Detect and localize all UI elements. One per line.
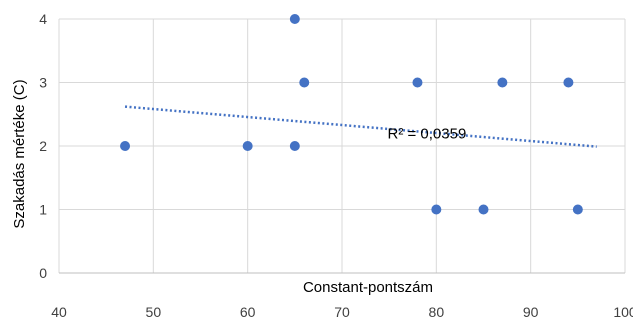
x-tick-label: 70	[334, 304, 350, 320]
data-point	[289, 141, 300, 151]
data-point	[497, 77, 508, 88]
y-tick-label: 4	[39, 11, 47, 27]
x-axis-title: Constant-pontszám	[303, 279, 433, 296]
data-point	[431, 204, 442, 215]
x-tick-label: 50	[146, 304, 162, 320]
data-point	[299, 77, 310, 88]
data-points	[120, 14, 583, 215]
trendline-line	[124, 105, 597, 148]
y-axis-title: Szakadás mértéke (C)	[11, 79, 28, 228]
r-squared-label: R² = 0,0359	[387, 125, 466, 142]
y-tick-label: 2	[39, 138, 47, 154]
x-tick-label: 100	[613, 304, 633, 320]
x-tick-label: 80	[429, 304, 445, 320]
data-point	[120, 141, 131, 151]
data-point	[563, 77, 574, 88]
trendline	[124, 105, 597, 148]
data-point	[242, 141, 253, 151]
x-tick-labels: 40 50 60 70 80 90 100	[51, 304, 633, 320]
data-point	[412, 77, 423, 88]
x-tick-label: 60	[240, 304, 256, 320]
data-point	[478, 204, 489, 215]
x-tick-label: 40	[51, 304, 67, 320]
annotations: R² = 0,0359	[387, 125, 466, 142]
gridlines	[58, 18, 626, 274]
data-point	[572, 204, 583, 215]
y-tick-label: 0	[39, 265, 47, 281]
y-tick-labels: 0 1 2 3 4	[39, 11, 47, 281]
data-point	[289, 14, 300, 24]
x-tick-label: 90	[523, 304, 539, 320]
y-tick-label: 1	[39, 202, 47, 218]
y-tick-label: 3	[39, 75, 47, 91]
